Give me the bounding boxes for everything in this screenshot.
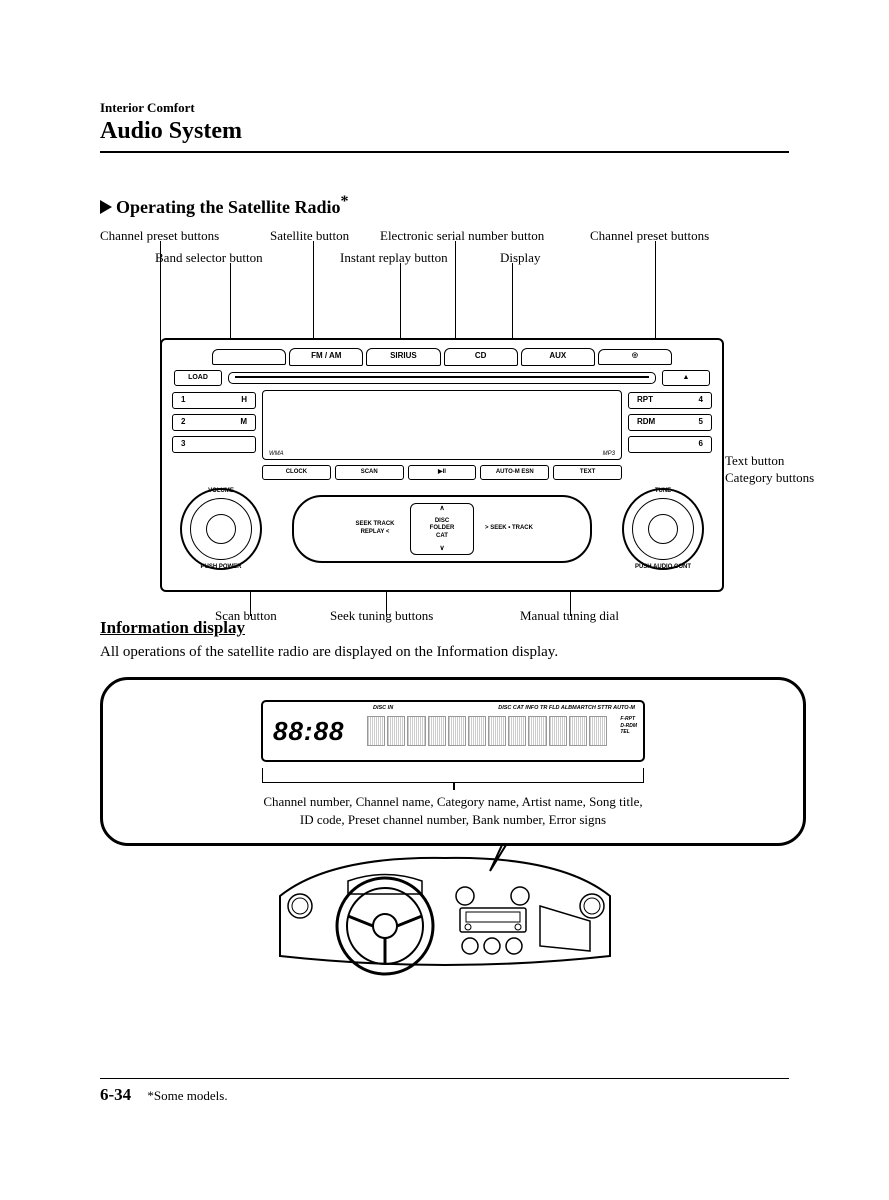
volume-label: VOLUME bbox=[182, 488, 260, 494]
top-end-cap: ◎ bbox=[598, 349, 672, 365]
power-label: PUSH POWER bbox=[182, 564, 260, 570]
preset-5-button: RDM5 bbox=[628, 414, 712, 431]
label-category-buttons: Category buttons bbox=[725, 470, 814, 486]
seek-right-button: > SEEK • TRACK bbox=[474, 525, 544, 533]
eject-button: ▲ bbox=[662, 370, 710, 386]
sirius-button: SIRIUS bbox=[366, 348, 440, 366]
label-channel-preset-right: Channel preset buttons bbox=[590, 228, 709, 244]
wma-badge: WMA bbox=[269, 451, 284, 457]
page-number: 6-34 bbox=[100, 1085, 131, 1104]
audio-cont-label: PUSH AUDIO CONT bbox=[624, 564, 702, 570]
label-text-button: Text button bbox=[725, 453, 784, 469]
dashboard-svg bbox=[270, 846, 620, 996]
label-instant-replay: Instant replay button bbox=[340, 250, 448, 266]
preset-4-button: RPT4 bbox=[628, 392, 712, 409]
lcd-dot-matrix bbox=[367, 716, 607, 746]
header-section-large: Audio System bbox=[100, 118, 789, 145]
radio-display-screen: WMA MP3 bbox=[262, 390, 622, 460]
scan-button: SCAN bbox=[335, 465, 404, 480]
bottom-button-row: CLOCK SCAN ▶II AUTO-M ESN TEXT bbox=[262, 465, 622, 480]
mp3-badge: MP3 bbox=[603, 451, 615, 457]
preset-2-button: 2M bbox=[172, 414, 256, 431]
tune-label: TUNE bbox=[624, 488, 702, 494]
info-display-box: DISC IN DISC CAT INFO TR FLD ALBMARTCH S… bbox=[100, 677, 806, 846]
footnote-text: Some models. bbox=[154, 1088, 228, 1103]
aux-button: AUX bbox=[521, 348, 595, 366]
label-scan-button: Scan button bbox=[215, 608, 277, 624]
label-display: Display bbox=[500, 250, 540, 266]
play-pause-button: ▶II bbox=[408, 465, 477, 480]
lcd-disc-in: DISC IN bbox=[373, 705, 393, 711]
section-title: Operating the Satellite Radio* bbox=[100, 193, 789, 218]
label-seek-tuning: Seek tuning buttons bbox=[330, 608, 433, 624]
asterisk-icon: * bbox=[340, 193, 348, 210]
display-caption: Channel number, Channel name, Category n… bbox=[133, 793, 773, 829]
page-footer: 6-34 *Some models. bbox=[100, 1070, 789, 1105]
info-heading: Information display bbox=[100, 618, 789, 638]
footer-rule bbox=[100, 1078, 789, 1079]
dashboard-drawing bbox=[270, 846, 620, 996]
seek-left-button: SEEK TRACK REPLAY < bbox=[340, 521, 410, 537]
clock-button: CLOCK bbox=[262, 465, 331, 480]
cd-button: CD bbox=[444, 348, 518, 366]
label-esn-button: Electronic serial number button bbox=[380, 228, 544, 244]
radio-diagram: Channel preset buttons Band selector but… bbox=[100, 228, 790, 598]
lcd-display: DISC IN DISC CAT INFO TR FLD ALBMARTCH S… bbox=[261, 700, 645, 762]
preset-6-button: 6 bbox=[628, 436, 712, 453]
info-description: All operations of the satellite radio ar… bbox=[100, 644, 789, 661]
header-rule bbox=[100, 151, 789, 153]
cd-slot bbox=[228, 372, 656, 384]
header-section-small: Interior Comfort bbox=[100, 100, 789, 116]
preset-1-button: 1H bbox=[172, 392, 256, 409]
text-button: TEXT bbox=[553, 465, 622, 480]
lcd-indicators: DISC CAT INFO TR FLD ALBMARTCH STTR AUTO… bbox=[498, 705, 635, 711]
tune-knob: TUNE PUSH AUDIO CONT bbox=[622, 488, 704, 570]
caption-line-2: ID code, Preset channel number, Bank num… bbox=[133, 811, 773, 829]
preset-left-column: 1H 2M 3 bbox=[172, 392, 256, 453]
lcd-right-tags: F-RPT D-RDM TEL bbox=[620, 716, 637, 736]
label-band-selector: Band selector button bbox=[155, 250, 263, 266]
label-satellite-button: Satellite button bbox=[270, 228, 349, 244]
seek-panel: SEEK TRACK REPLAY < DISC FOLDER CAT > SE… bbox=[292, 495, 592, 563]
footer-text: 6-34 *Some models. bbox=[100, 1085, 789, 1105]
volume-knob: VOLUME PUSH POWER bbox=[180, 488, 262, 570]
bracket-connector bbox=[262, 768, 644, 783]
leader bbox=[230, 263, 231, 343]
radio-unit: FM / AM SIRIUS CD AUX ◎ LOAD ▲ WMA MP3 1… bbox=[160, 338, 724, 592]
fm-am-button: FM / AM bbox=[289, 348, 363, 366]
section-title-text: Operating the Satellite Radio bbox=[116, 197, 340, 217]
auto-m-esn-button: AUTO-M ESN bbox=[480, 465, 549, 480]
leader bbox=[313, 241, 314, 343]
caption-line-1: Channel number, Channel name, Category n… bbox=[133, 793, 773, 811]
load-button: LOAD bbox=[174, 370, 222, 386]
preset-3-button: 3 bbox=[172, 436, 256, 453]
top-end-cap bbox=[212, 349, 286, 365]
triangle-icon bbox=[100, 200, 112, 214]
lcd-time-digits: 88:88 bbox=[273, 716, 345, 747]
disc-folder-cat-button: DISC FOLDER CAT bbox=[410, 503, 474, 555]
top-button-row: FM / AM SIRIUS CD AUX ◎ bbox=[212, 348, 672, 366]
cd-slot-row: LOAD ▲ bbox=[174, 370, 710, 386]
preset-right-column: RPT4 RDM5 6 bbox=[628, 392, 712, 453]
